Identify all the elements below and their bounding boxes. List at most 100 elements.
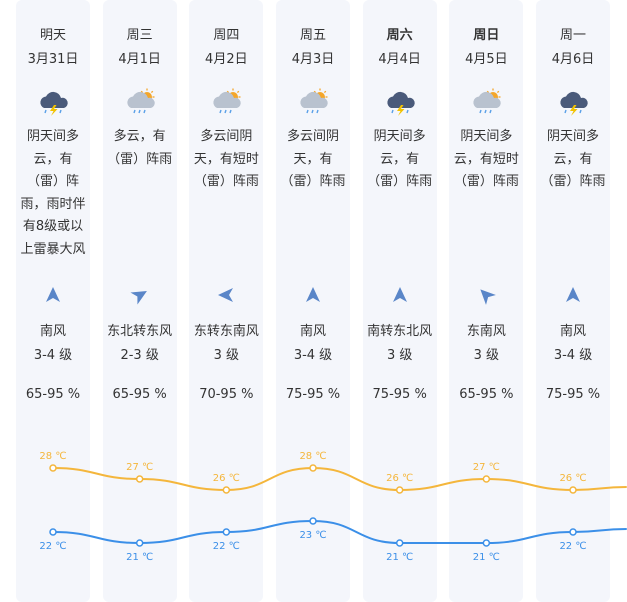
- wind-direction-icon: [304, 286, 322, 304]
- low-temp-point: [309, 517, 317, 525]
- low-temp-label: 22 ℃: [213, 541, 240, 552]
- humidity: 65-95 %: [459, 387, 514, 402]
- wind-direction-icon: [477, 286, 497, 305]
- day-name: 周四: [213, 28, 240, 43]
- sun-cloud-rain-icon: [122, 88, 158, 116]
- description-line: 天，有短时: [193, 151, 259, 167]
- humidity: 70-95 %: [199, 387, 254, 402]
- low-temp-label: 22 ℃: [39, 541, 66, 552]
- day-name: 明天: [39, 28, 66, 43]
- description-line: （雷）阵: [26, 174, 79, 189]
- low-temp-label: 23 ℃: [299, 530, 326, 541]
- wind-direction-icon: [564, 286, 582, 304]
- description-line: （雷）阵雨: [367, 174, 433, 189]
- low-temp-point: [482, 539, 491, 547]
- high-temp-line: [52, 466, 627, 492]
- high-temp-label: 28 ℃: [299, 451, 326, 462]
- description-line: 阴天间多: [373, 129, 426, 144]
- weather-description: 多云，有 （雷）阵雨: [96, 126, 183, 171]
- low-temp-label: 21 ℃: [126, 552, 153, 563]
- description-line: 云，有: [380, 151, 420, 167]
- low-temp-point: [222, 528, 231, 536]
- sun-cloud-rain-icon: [295, 88, 331, 116]
- description-line: 云，有: [33, 151, 73, 167]
- weather-description: 阴天间多 云，有短时 （雷）阵雨: [443, 126, 530, 194]
- day-name: 周六: [386, 28, 413, 43]
- low-temp-point: [395, 539, 404, 547]
- thunderstorm-icon: [555, 88, 591, 116]
- humidity: 75-95 %: [285, 387, 341, 402]
- day-date: 4月2日: [205, 52, 248, 67]
- day-name: 周一: [560, 28, 587, 43]
- description-line: （雷）阵雨: [540, 174, 606, 189]
- high-temp-point: [135, 475, 144, 483]
- humidity: 65-95 %: [112, 387, 167, 402]
- description-line: （雷）阵雨: [193, 174, 259, 189]
- description-line: 阴天间多: [26, 129, 79, 144]
- description-line: 云，有: [553, 151, 593, 167]
- high-temp-label: 28 ℃: [39, 451, 66, 462]
- humidity: 65-95 %: [25, 387, 81, 402]
- description-line: 阴天间多: [547, 129, 600, 144]
- day-date: 4月3日: [291, 52, 335, 67]
- description-line: 天，有: [293, 151, 333, 167]
- day-date: 4月4日: [378, 52, 421, 67]
- high-temp-point: [395, 486, 404, 494]
- high-temp-label: 27 ℃: [126, 462, 153, 473]
- wind-level: 3 级: [473, 348, 500, 363]
- low-temp-label: 21 ℃: [386, 552, 413, 563]
- low-temp-point: [569, 528, 577, 536]
- weather-description: 多云间阴天，有短时 （雷）阵雨: [183, 126, 270, 194]
- wind-level: 3 级: [213, 348, 240, 363]
- description-line: （雷）阵雨: [280, 174, 346, 189]
- high-temp-point: [482, 475, 491, 483]
- wind-level: 2-3 级: [120, 348, 159, 363]
- description-line: 多云间阴: [286, 129, 339, 144]
- wind-direction-text: 南风: [299, 324, 326, 339]
- low-temp-line: [52, 519, 627, 545]
- high-temp-point: [569, 486, 577, 494]
- low-temp-label: 22 ℃: [559, 541, 586, 552]
- wind-direction-text: 东转东南风: [193, 324, 259, 339]
- high-temp-point: [49, 464, 57, 472]
- wind-direction-icon: [44, 286, 62, 304]
- thunderstorm-icon: [35, 88, 71, 116]
- description-line: （雷）阵雨: [107, 151, 173, 167]
- weather-description: 阴天间多云，有 （雷）阵雨: [356, 126, 443, 194]
- low-temp-point: [135, 539, 144, 547]
- high-temp-point: [222, 486, 231, 494]
- description-line: 云，有短时: [453, 151, 519, 167]
- day-date: 4月1日: [118, 52, 161, 67]
- description-line: 多云间阴: [200, 129, 253, 144]
- wind-direction-icon: [130, 286, 149, 305]
- weather-description: 阴天间多云，有 （雷）阵雨: [530, 126, 617, 194]
- day-date: 4月5日: [465, 52, 508, 67]
- wind-direction-icon: [217, 286, 235, 304]
- low-temp-label: 21 ℃: [473, 552, 500, 563]
- description-line: （雷）阵雨: [453, 174, 519, 189]
- day-date: 4月6日: [551, 52, 595, 67]
- wind-direction-text: 南转东北风: [367, 324, 433, 339]
- wind-level: 3-4 级: [33, 348, 73, 363]
- humidity: 75-95 %: [372, 387, 427, 402]
- wind-direction-text: 东北转东风: [107, 324, 173, 339]
- weather-description: 阴天间多 云，有 （雷）阵 雨，雨时伴 有8级或以 上雷暴大风: [10, 126, 97, 261]
- high-temp-point: [309, 464, 317, 472]
- high-temp-label: 26 ℃: [386, 473, 413, 484]
- description-line: 上雷暴大风: [20, 241, 86, 257]
- wind-level: 3 级: [386, 348, 413, 363]
- wind-direction-text: 东南风: [466, 324, 506, 339]
- temperature-chart: 28 ℃ 27 ℃ 26 ℃ 28 ℃ 26 ℃ 27 ℃ 26 ℃ 22 ℃ 21 ℃ 22 ℃…: [39, 451, 627, 563]
- high-temp-label: 27 ℃: [473, 462, 500, 473]
- wind-level: 3-4 级: [553, 348, 593, 363]
- day-name: 周日: [473, 28, 500, 43]
- low-temp-point: [49, 528, 57, 536]
- wind-level: 3-4 级: [293, 348, 333, 363]
- day-date: 3月31日: [27, 52, 79, 67]
- description-line: 多云，有: [113, 129, 166, 144]
- wind-direction-icon: [391, 286, 409, 304]
- weather-description: 多云间阴天，有 （雷）阵雨: [270, 126, 357, 194]
- high-temp-label: 26 ℃: [559, 473, 586, 484]
- humidity: 75-95 %: [545, 387, 601, 402]
- thunderstorm-icon: [382, 88, 418, 116]
